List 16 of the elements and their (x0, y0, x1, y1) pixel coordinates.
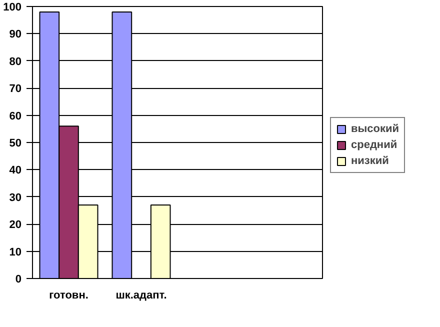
legend-label: низкий (351, 155, 389, 167)
y-tick-label: 90 (9, 28, 22, 41)
y-tick-label: 20 (9, 219, 22, 232)
y-tick-label: 70 (9, 83, 22, 96)
y-tick-label: 60 (9, 110, 22, 122)
y-tick-label: 100 (3, 2, 22, 14)
x-tick-label: готовн. (49, 290, 88, 302)
x-tick-label: шк.адапт. (116, 290, 167, 302)
legend-label: высокий (351, 123, 400, 135)
y-tick-label: 10 (9, 246, 22, 258)
y-tick-label: 50 (9, 138, 22, 150)
y-tick-label: 80 (9, 56, 22, 68)
legend-label: средний (351, 139, 398, 151)
y-tick-label: 0 (15, 274, 22, 286)
y-tick-label: 30 (9, 192, 22, 204)
y-tick-label: 40 (9, 164, 22, 177)
